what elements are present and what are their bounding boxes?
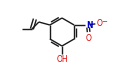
Text: O: O <box>86 34 92 43</box>
Text: −: − <box>101 20 107 26</box>
Text: OH: OH <box>56 55 68 63</box>
Text: O: O <box>97 20 102 28</box>
Text: N: N <box>87 20 93 30</box>
